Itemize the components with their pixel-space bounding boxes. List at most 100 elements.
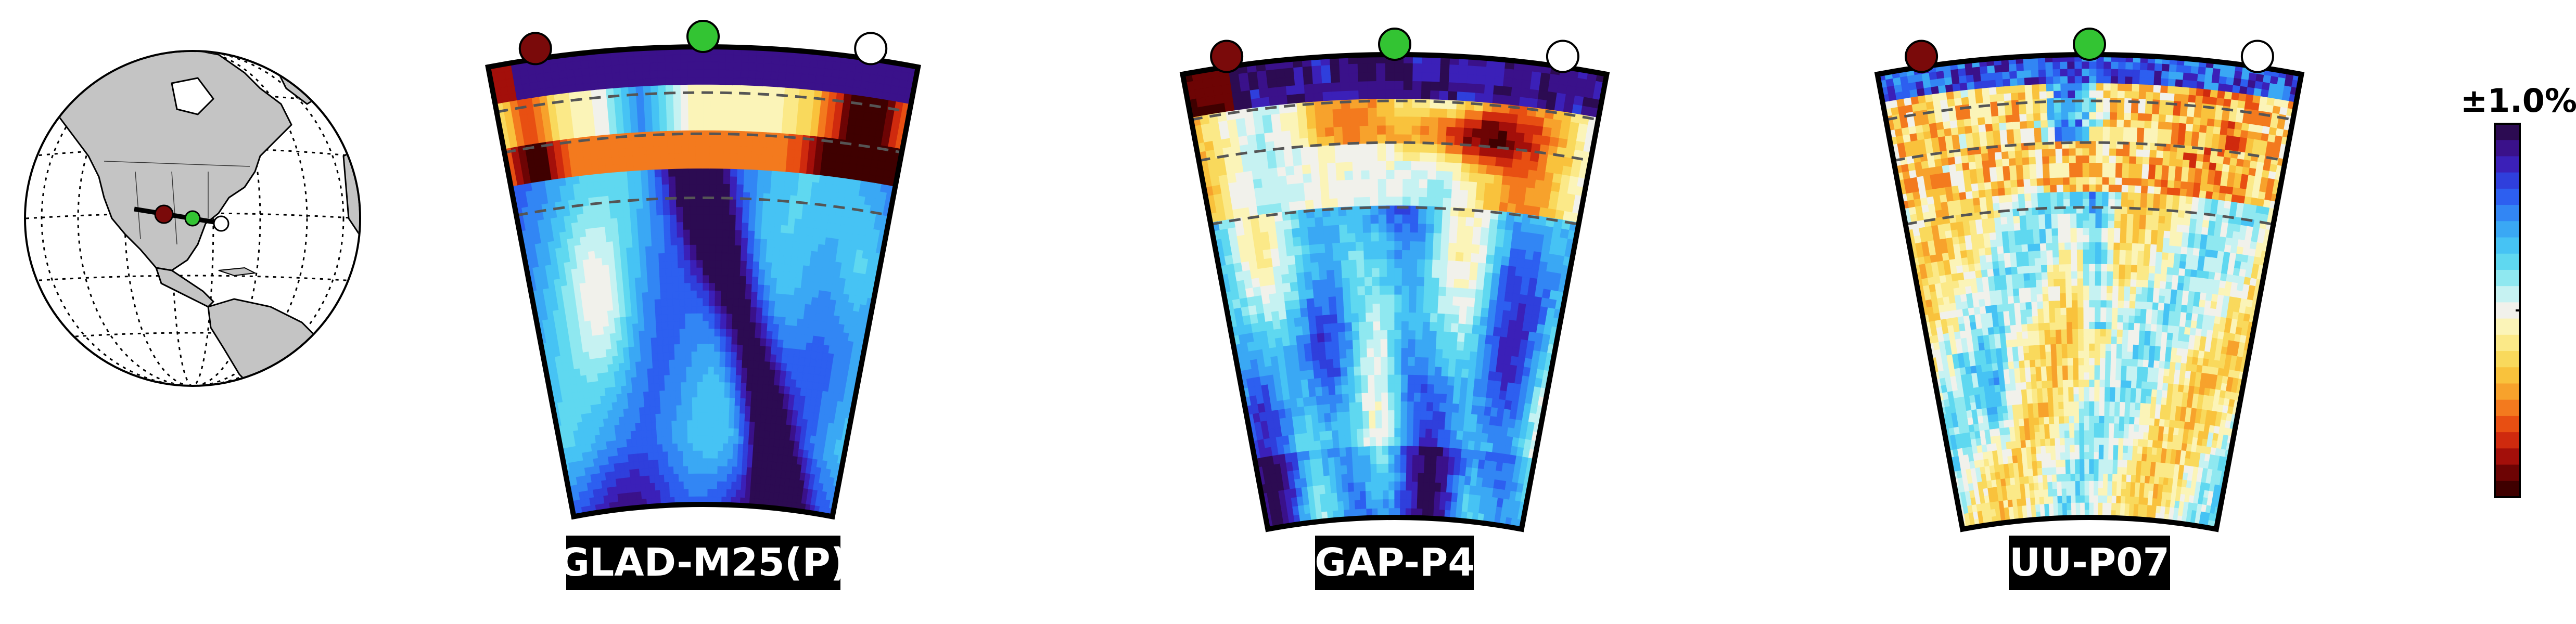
- tomography-cell: [1388, 481, 1395, 491]
- tomography-cell: [549, 163, 558, 173]
- tomography-cell: [688, 115, 696, 124]
- tomography-cell: [680, 367, 687, 375]
- tomography-cell: [697, 450, 704, 459]
- tomography-cell: [762, 71, 772, 80]
- tomography-cell: [580, 190, 589, 200]
- tomography-cell: [1235, 118, 1247, 129]
- tomography-cell: [684, 283, 692, 292]
- tomography-cell: [733, 276, 741, 284]
- tomography-cell: [709, 229, 717, 238]
- tomography-cell: [1347, 233, 1357, 243]
- tomography-cell: [695, 69, 704, 78]
- tomography-cell: [1245, 125, 1256, 136]
- tomography-cell: [584, 220, 593, 230]
- tomography-cell: [656, 329, 664, 339]
- tomography-cell: [646, 437, 653, 446]
- tomography-cell: [630, 361, 637, 371]
- tomography-cell: [1426, 188, 1436, 199]
- tomography-cell: [766, 140, 775, 149]
- tomography-cell: [639, 407, 646, 416]
- tomography-cell: [746, 475, 752, 484]
- tomography-cell: [708, 427, 714, 436]
- tomography-cell: [1354, 215, 1363, 225]
- tomography-cell: [690, 260, 697, 269]
- tomography-cell: [1375, 419, 1383, 429]
- tomography-cell: [779, 248, 787, 257]
- tomography-cell: [745, 123, 754, 133]
- tomography-cell: [628, 278, 636, 287]
- tomography-cell: [786, 57, 796, 67]
- tomography-cell: [1436, 162, 1446, 172]
- tomography-cell: [758, 162, 766, 171]
- tomography-cell: [669, 207, 677, 216]
- tomography-cell: [746, 261, 754, 270]
- tomography-cell: [709, 161, 718, 170]
- tomography-cell: [1380, 321, 1388, 331]
- tomography-cell: [660, 153, 669, 163]
- tomography-cell: [1433, 242, 1442, 252]
- tomography-cell: [1269, 96, 1280, 107]
- panel-outline: [485, 44, 921, 520]
- tomography-cell: [703, 389, 709, 398]
- tomography-cell: [557, 170, 566, 179]
- tomography-cell: [691, 313, 698, 322]
- tomography-cell: [1388, 454, 1395, 465]
- tomography-cell: [719, 374, 726, 383]
- tomography-cell: [782, 202, 790, 211]
- tomography-cell: [661, 421, 668, 430]
- tomography-cell: [703, 61, 711, 70]
- tomography-cell: [717, 153, 725, 162]
- tomography-cell: [662, 444, 669, 453]
- tomography-cell: [1355, 232, 1364, 243]
- tomography-cell: [648, 391, 655, 400]
- tomography-cell: [1433, 384, 1442, 395]
- tomography-cell: [616, 340, 623, 349]
- tomography-cell: [703, 405, 709, 413]
- tomography-cell: [678, 283, 685, 292]
- tomography-cell: [1348, 259, 1358, 270]
- tomography-cell: [1375, 401, 1383, 411]
- tomography-cell: [1427, 152, 1438, 163]
- tomography-cell: [1356, 268, 1366, 278]
- tomography-cell: [1418, 473, 1425, 483]
- tomography-cell: [579, 229, 587, 238]
- tomography-cell: [812, 174, 821, 184]
- tomography-cell: [1344, 171, 1354, 181]
- tomography-cell: [624, 232, 633, 241]
- tomography-cell: [750, 406, 757, 415]
- tomography-cell: [1371, 250, 1380, 260]
- tomography-cell: [1444, 314, 1453, 324]
- tomography-cell: [688, 168, 697, 177]
- tomography-cell: [1279, 184, 1289, 195]
- tomography-cell: [1256, 259, 1266, 270]
- tomography-cell: [1428, 500, 1435, 510]
- tomography-cell: [1290, 281, 1299, 292]
- tomography-cell: [831, 69, 840, 79]
- tomography-cell: [631, 224, 639, 233]
- tomography-cell: [745, 482, 751, 491]
- tomography-cell: [587, 189, 596, 199]
- tomography-cell: [738, 123, 747, 132]
- tomography-cell: [1369, 410, 1376, 421]
- tomography-cell: [808, 74, 817, 84]
- tomography-cell: [751, 467, 758, 476]
- tomography-cell: [802, 127, 812, 137]
- tomography-cell: [1349, 411, 1357, 421]
- tomography-cell: [611, 157, 620, 166]
- tomography-cell: [682, 184, 690, 192]
- tomography-cell: [750, 177, 758, 186]
- cross-section-panel-glad: [485, 20, 921, 520]
- tomography-cell: [747, 360, 754, 369]
- tomography-cell: [1277, 166, 1287, 177]
- tomography-cell: [637, 116, 646, 126]
- tomography-cell: [641, 55, 651, 64]
- tomography-cell: [755, 70, 764, 80]
- tomography-cell: [1434, 375, 1442, 386]
- tomography-cell: [1272, 266, 1282, 277]
- tomography-cell: [1431, 438, 1438, 448]
- tomography-cell: [1369, 161, 1379, 171]
- tomography-cell: [1342, 278, 1351, 288]
- tomography-cell: [845, 132, 855, 142]
- tomography-cell: [800, 73, 809, 83]
- tomography-cell: [1451, 189, 1461, 200]
